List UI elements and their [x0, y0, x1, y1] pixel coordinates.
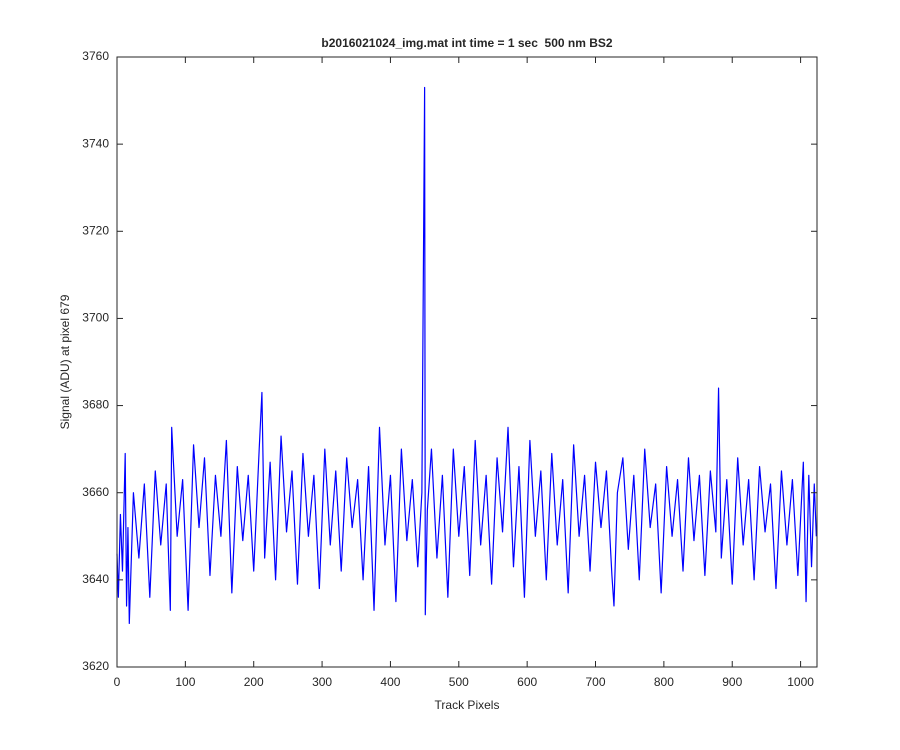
x-tick-label: 700	[586, 675, 606, 689]
plot-area	[117, 57, 817, 667]
axes-box	[116, 56, 818, 668]
y-tick-label: 3640	[82, 572, 109, 586]
x-tick-label: 500	[449, 675, 469, 689]
y-tick-label: 3660	[82, 485, 109, 499]
y-axis-label: Signal (ADU) at pixel 679	[58, 294, 72, 429]
x-tick-label: 0	[114, 675, 121, 689]
y-tick-label: 3760	[82, 49, 109, 63]
y-tick-label: 3620	[82, 659, 109, 673]
x-tick-label: 300	[312, 675, 332, 689]
x-tick-label: 200	[244, 675, 264, 689]
x-tick-label: 1000	[787, 675, 814, 689]
data-line	[116, 86, 817, 625]
chart-title: b2016021024_img.mat int time = 1 sec 500…	[321, 36, 612, 50]
y-tick-label: 3740	[82, 136, 109, 150]
x-tick-label: 800	[654, 675, 674, 689]
x-tick-label: 400	[380, 675, 400, 689]
y-tick-label: 3680	[82, 398, 109, 412]
x-tick-label: 600	[517, 675, 537, 689]
x-axis-label: Track Pixels	[435, 698, 500, 712]
y-tick-label: 3720	[82, 223, 109, 237]
x-tick-label: 100	[175, 675, 195, 689]
y-tick-label: 3700	[82, 311, 109, 325]
x-tick-label: 900	[722, 675, 742, 689]
